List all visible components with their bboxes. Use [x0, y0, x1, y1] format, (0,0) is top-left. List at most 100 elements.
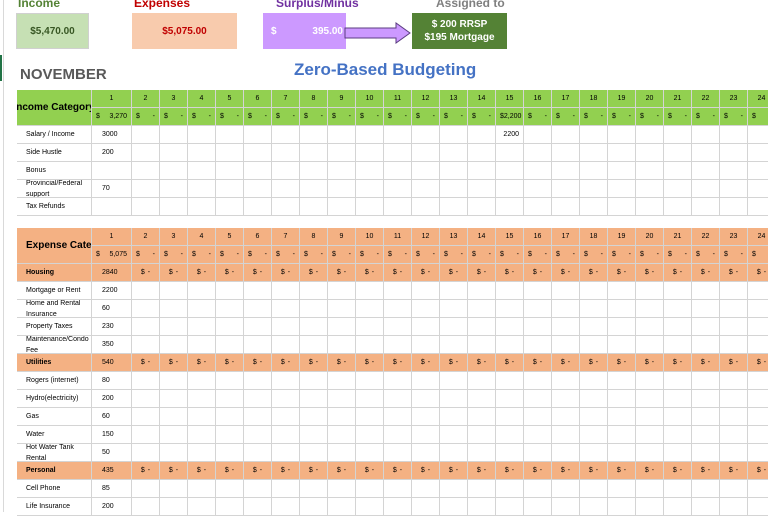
planned-amount-cell[interactable]: 200: [92, 498, 132, 516]
day-entry-cell[interactable]: [748, 372, 768, 390]
day-entry-cell[interactable]: [160, 498, 188, 516]
day-entry-cell[interactable]: [300, 180, 328, 198]
day-total-cell[interactable]: $-: [580, 354, 608, 372]
day-total-cell[interactable]: $-: [524, 354, 552, 372]
item-row-label[interactable]: Maintenance/Condo Fee: [17, 336, 92, 354]
day-entry-cell[interactable]: [216, 480, 244, 498]
day-total-cell[interactable]: $-: [216, 462, 244, 480]
day-entry-cell[interactable]: [384, 180, 412, 198]
day-entry-cell[interactable]: [552, 372, 580, 390]
day-entry-cell[interactable]: [692, 336, 720, 354]
day-entry-cell[interactable]: [160, 426, 188, 444]
day-entry-cell[interactable]: [244, 282, 272, 300]
day-entry-cell[interactable]: [244, 126, 272, 144]
day-entry-cell[interactable]: [468, 480, 496, 498]
planned-amount-cell[interactable]: 50: [92, 444, 132, 462]
day-entry-cell[interactable]: [552, 198, 580, 216]
day-total-cell[interactable]: $-: [384, 354, 412, 372]
day-entry-cell[interactable]: [636, 372, 664, 390]
day-entry-cell[interactable]: [692, 300, 720, 318]
day-entry-cell[interactable]: [272, 318, 300, 336]
day-total-cell[interactable]: $-: [272, 264, 300, 282]
day-total-cell[interactable]: $-: [748, 246, 768, 264]
day-entry-cell[interactable]: [384, 162, 412, 180]
day-entry-cell[interactable]: [748, 498, 768, 516]
item-row-label[interactable]: Bonus: [17, 162, 92, 180]
day-entry-cell[interactable]: [692, 198, 720, 216]
day-entry-cell[interactable]: [216, 282, 244, 300]
day-entry-cell[interactable]: [384, 408, 412, 426]
day-entry-cell[interactable]: [496, 390, 524, 408]
day-entry-cell[interactable]: [216, 408, 244, 426]
day-entry-cell[interactable]: [496, 372, 524, 390]
day-entry-cell[interactable]: [384, 126, 412, 144]
day-entry-cell[interactable]: [132, 180, 160, 198]
day-total-cell[interactable]: $-: [356, 462, 384, 480]
day-entry-cell[interactable]: [664, 180, 692, 198]
day-entry-cell[interactable]: [636, 498, 664, 516]
day-total-cell[interactable]: $-: [692, 462, 720, 480]
day-total-cell[interactable]: $-: [356, 354, 384, 372]
day-entry-cell[interactable]: [272, 390, 300, 408]
day-entry-cell[interactable]: [720, 426, 748, 444]
day-entry-cell[interactable]: [664, 282, 692, 300]
day-entry-cell[interactable]: [748, 426, 768, 444]
day-total-cell[interactable]: $-: [132, 354, 160, 372]
day-entry-cell[interactable]: [440, 444, 468, 462]
day-entry-cell[interactable]: [188, 180, 216, 198]
day-entry-cell[interactable]: [328, 372, 356, 390]
day-entry-cell[interactable]: [244, 498, 272, 516]
day-entry-cell[interactable]: [636, 318, 664, 336]
day-entry-cell[interactable]: [216, 144, 244, 162]
day-total-cell[interactable]: $-: [552, 354, 580, 372]
day-entry-cell[interactable]: [188, 426, 216, 444]
day-entry-cell[interactable]: [244, 426, 272, 444]
day-entry-cell[interactable]: [160, 444, 188, 462]
day-entry-cell[interactable]: [608, 498, 636, 516]
day-entry-cell[interactable]: [440, 336, 468, 354]
item-row-label[interactable]: Mortgage or Rent: [17, 282, 92, 300]
day-entry-cell[interactable]: [384, 390, 412, 408]
assigned-box[interactable]: $ 200 RRSP $195 Mortgage: [412, 13, 507, 49]
day-entry-cell[interactable]: [636, 162, 664, 180]
day-total-cell[interactable]: $-: [468, 354, 496, 372]
item-row-label[interactable]: Tax Refunds: [17, 198, 92, 216]
day-total-cell[interactable]: $-: [720, 246, 748, 264]
day-entry-cell[interactable]: [524, 162, 552, 180]
day-entry-cell[interactable]: [272, 126, 300, 144]
day-entry-cell[interactable]: [608, 162, 636, 180]
day-total-cell[interactable]: $-: [608, 108, 636, 126]
day-entry-cell[interactable]: [580, 336, 608, 354]
day-entry-cell[interactable]: [328, 408, 356, 426]
day-entry-cell[interactable]: [468, 126, 496, 144]
day-total-cell[interactable]: $-: [636, 462, 664, 480]
item-row-label[interactable]: Salary / Income: [17, 126, 92, 144]
day-total-cell[interactable]: $-: [132, 108, 160, 126]
day-entry-cell[interactable]: [580, 126, 608, 144]
item-row-label[interactable]: Hot Water Tank Rental: [17, 444, 92, 462]
day-entry-cell[interactable]: [552, 390, 580, 408]
planned-amount-cell[interactable]: 2200: [92, 282, 132, 300]
day-entry-cell[interactable]: [692, 180, 720, 198]
day-entry-cell[interactable]: [552, 480, 580, 498]
day-entry-cell[interactable]: [188, 390, 216, 408]
day-total-cell[interactable]: $-: [608, 462, 636, 480]
day-entry-cell[interactable]: [748, 300, 768, 318]
day-entry-cell[interactable]: [216, 180, 244, 198]
day-entry-cell[interactable]: [720, 198, 748, 216]
day-entry-cell[interactable]: [300, 126, 328, 144]
day-entry-cell[interactable]: [608, 144, 636, 162]
item-row-label[interactable]: Gas: [17, 408, 92, 426]
day-entry-cell[interactable]: [412, 198, 440, 216]
day-entry-cell[interactable]: [412, 498, 440, 516]
day-entry-cell[interactable]: [552, 444, 580, 462]
day-entry-cell[interactable]: [300, 426, 328, 444]
day-entry-cell[interactable]: [272, 162, 300, 180]
day-total-cell[interactable]: $-: [384, 264, 412, 282]
day-total-cell[interactable]: $-: [160, 246, 188, 264]
day-entry-cell[interactable]: [244, 162, 272, 180]
day-entry-cell[interactable]: [496, 282, 524, 300]
day-entry-cell[interactable]: [384, 318, 412, 336]
day-entry-cell[interactable]: [384, 144, 412, 162]
planned-amount-cell[interactable]: 60: [92, 408, 132, 426]
